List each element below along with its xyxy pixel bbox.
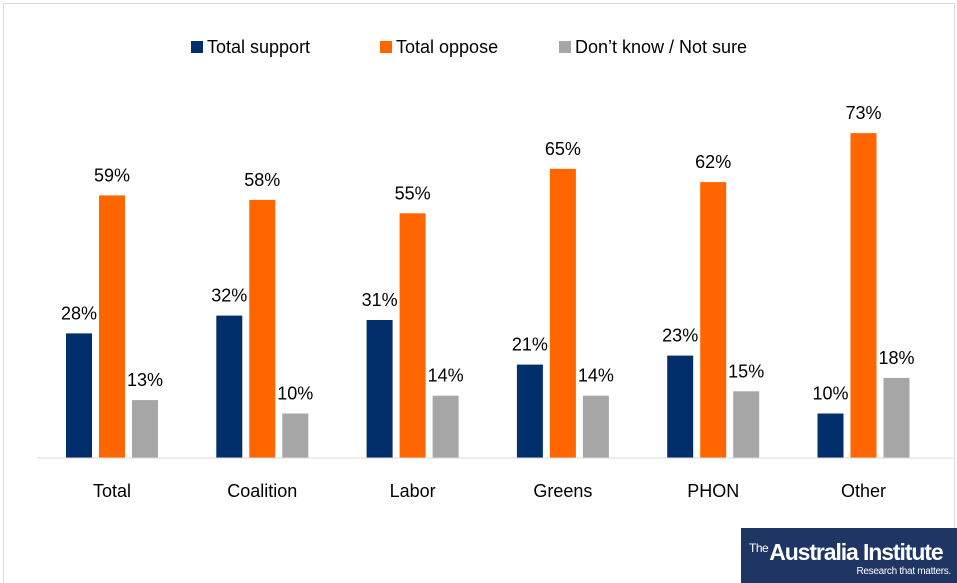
value-label-total-series-1: 28% (61, 303, 97, 323)
bar-phon-series-2 (700, 182, 727, 458)
bar-coalition-series-2 (249, 199, 276, 458)
legend: Total support Total oppose Don’t know / No… (191, 37, 747, 57)
value-label-greens-series-1: 21% (512, 335, 548, 355)
bar-labor-series-2 (399, 213, 426, 459)
bar-total-series-2 (99, 195, 125, 458)
value-label-other-series-1: 10% (812, 384, 848, 404)
legend-swatch-3 (559, 41, 571, 53)
bar-labor-series-1 (366, 320, 393, 458)
category-label-greens: Greens (533, 481, 592, 501)
category-labels: Total Coalition Labor Greens PHON Other (93, 481, 886, 501)
category-label-labor: Labor (390, 481, 436, 501)
legend-label-3: Don’t know / Not sure (575, 37, 747, 57)
value-label-coalition-series-2: 58% (244, 170, 280, 190)
bar-labor-series-3 (432, 395, 459, 458)
value-label-greens-series-2: 65% (545, 139, 581, 159)
category-label-coalition: Coalition (227, 481, 297, 501)
legend-label-2: Total oppose (396, 37, 498, 57)
value-label-coalition-series-1: 32% (211, 286, 247, 306)
bar-greens-series-1 (516, 364, 543, 459)
value-label-phon-series-2: 62% (695, 152, 731, 172)
bar-other-series-3 (883, 377, 910, 458)
australia-institute-logo: TheAustralia Institute Research that mat… (741, 528, 957, 583)
bar-coalition-series-1 (216, 315, 243, 458)
value-label-coalition-series-3: 10% (277, 384, 313, 404)
category-label-other: Other (841, 481, 886, 501)
value-label-total-series-3: 13% (127, 370, 163, 390)
bar-greens-series-3 (582, 395, 609, 458)
bar-coalition-series-3 (282, 413, 309, 458)
value-label-labor-series-1: 31% (362, 290, 398, 310)
bar-phon-series-3 (733, 391, 760, 459)
value-label-other-series-2: 73% (845, 103, 881, 123)
chart-frame (3, 3, 955, 583)
bar-other-series-2 (850, 133, 877, 458)
value-label-greens-series-3: 14% (578, 366, 614, 386)
bar-phon-series-1 (667, 355, 694, 458)
value-label-phon-series-1: 23% (662, 326, 698, 346)
category-label-total: Total (93, 481, 131, 501)
value-label-labor-series-3: 14% (428, 366, 464, 386)
value-label-labor-series-2: 55% (395, 183, 431, 203)
bar-total-series-3 (132, 400, 158, 458)
legend-swatch-2 (380, 41, 392, 53)
value-label-other-series-3: 18% (878, 348, 914, 368)
legend-label-1: Total support (207, 37, 310, 57)
logo-tagline: Research that matters. (856, 566, 951, 577)
bar-greens-series-2 (549, 168, 576, 459)
value-label-phon-series-3: 15% (728, 361, 764, 381)
logo-wordmark: TheAustralia Institute (749, 539, 944, 565)
value-labels: 28% 59% 13% 32% 58% 10% 31% 55% 14% 21% 65% 14% 23% 6… (61, 103, 915, 403)
bars (66, 133, 910, 459)
bar-total-series-1 (66, 333, 92, 458)
value-label-total-series-2: 59% (94, 165, 130, 185)
bar-other-series-1 (817, 413, 844, 458)
category-label-phon: PHON (687, 481, 739, 501)
legend-swatch-1 (191, 41, 203, 53)
